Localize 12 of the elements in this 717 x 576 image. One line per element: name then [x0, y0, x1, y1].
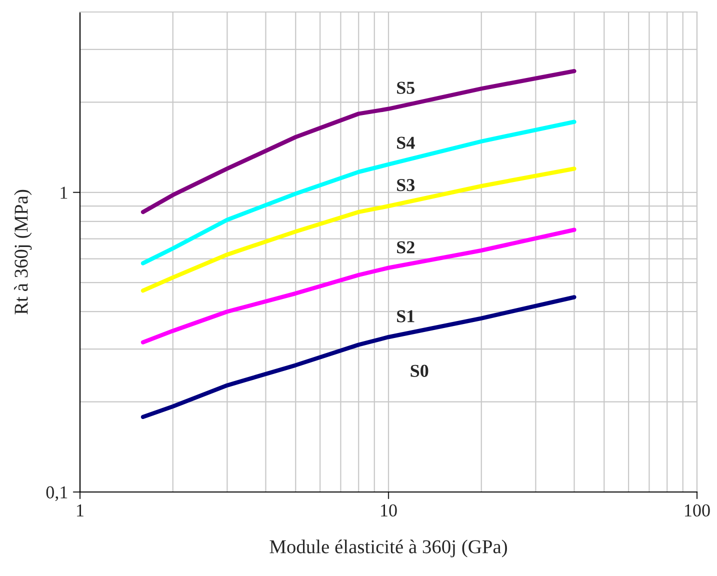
annotation: S0	[410, 364, 428, 377]
y-axis-title: Rt à 360j (MPa)	[14, 190, 32, 314]
x-tick-label: 1	[77, 504, 84, 516]
y-tick-label: 0,1	[46, 486, 68, 502]
series-label: S5	[397, 82, 415, 94]
series-label: S1	[397, 310, 414, 322]
x-tick-label: 100	[685, 504, 710, 517]
series-label: S4	[397, 136, 415, 149]
series-label: S2	[397, 241, 414, 254]
x-tick-label: 10	[381, 504, 397, 517]
series-label: S3	[397, 179, 415, 192]
x-axis-title: Module élasticité à 360j (GPa)	[270, 540, 507, 558]
